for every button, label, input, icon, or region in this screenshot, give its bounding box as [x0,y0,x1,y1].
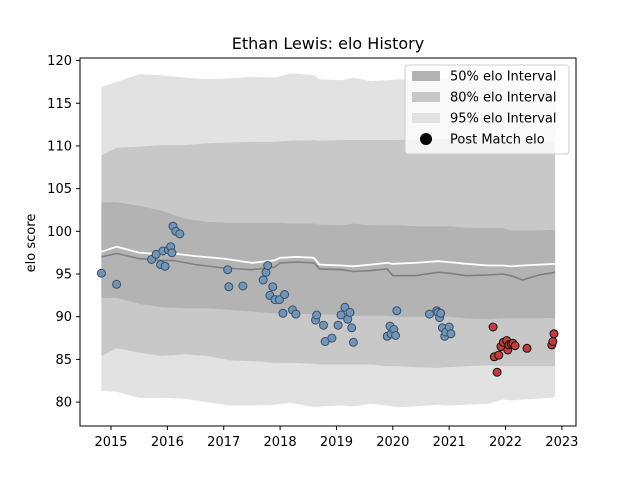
data-point [238,281,248,291]
data-point [258,275,268,285]
data-point [391,331,401,340]
data-point [345,307,355,317]
legend-marker [420,133,432,145]
data-point [278,308,288,318]
band-p50 [101,202,556,320]
mean-line [101,245,556,268]
x-tick-label: 2023 [545,435,578,450]
legend: 50% elo Interval 80% elo Interval 95% elo … [404,64,570,155]
plot-frame [79,57,577,427]
data-point [548,337,558,346]
legend-label: 95% elo Interval [450,112,557,127]
legend-label: Post Match elo [450,133,545,148]
x-tick-label: 2021 [433,435,466,450]
legend-swatch [412,92,440,102]
x-tick-label: 2020 [376,435,409,450]
legend-label: 80% elo Interval [450,91,557,106]
data-point [425,309,434,319]
axes: 2015 2016 2017 2018 2019 2020 2021 2022 2023 80 85… [47,54,578,450]
y-tick-label: 85 [55,353,72,368]
data-point [336,310,346,320]
y-tick-label: 95 [55,268,72,283]
y-tick-label: 100 [47,225,72,240]
plot-area [96,73,559,408]
data-point [549,329,559,339]
data-point [167,248,177,258]
y-tick-label: 110 [47,139,72,154]
data-point [224,282,234,292]
data-point [312,310,322,320]
data-point [280,290,290,299]
data-point [268,282,278,292]
legend-box [404,64,570,155]
legend-swatch [412,113,440,123]
data-point [436,308,446,318]
median-line [101,252,556,281]
y-tick-label: 115 [47,97,72,112]
x-tick-label: 2019 [320,435,353,450]
data-point [160,261,170,271]
x-tick-label: 2016 [151,435,184,450]
data-point [488,322,498,332]
data-point [446,329,456,339]
data-point [492,367,502,377]
data-point [327,333,337,343]
y-tick-label: 90 [55,310,72,325]
legend-swatch [412,71,440,81]
x-tick-label: 2017 [207,435,240,450]
legend-label: 50% elo Interval [450,70,557,85]
chart-title: Ethan Lewis: elo History [232,34,424,53]
x-tick-label: 2015 [94,435,127,450]
data-point [291,309,301,319]
y-tick-label: 120 [47,54,72,69]
data-point [494,350,504,360]
data-point [333,320,343,330]
x-tick-label: 2022 [489,435,522,450]
data-point [175,229,185,239]
data-point [263,261,273,270]
data-point [347,323,357,333]
data-point [319,320,328,330]
y-tick-label: 105 [47,182,72,197]
data-point [392,306,402,316]
data-point [112,279,122,289]
x-tick-label: 2018 [264,435,297,450]
data-point [223,265,233,275]
data-point [510,341,520,351]
y-axis-label: elo score [24,214,39,273]
data-point [96,268,106,278]
data-point [522,343,532,353]
data-point [348,337,358,347]
y-tick-label: 80 [55,396,72,411]
